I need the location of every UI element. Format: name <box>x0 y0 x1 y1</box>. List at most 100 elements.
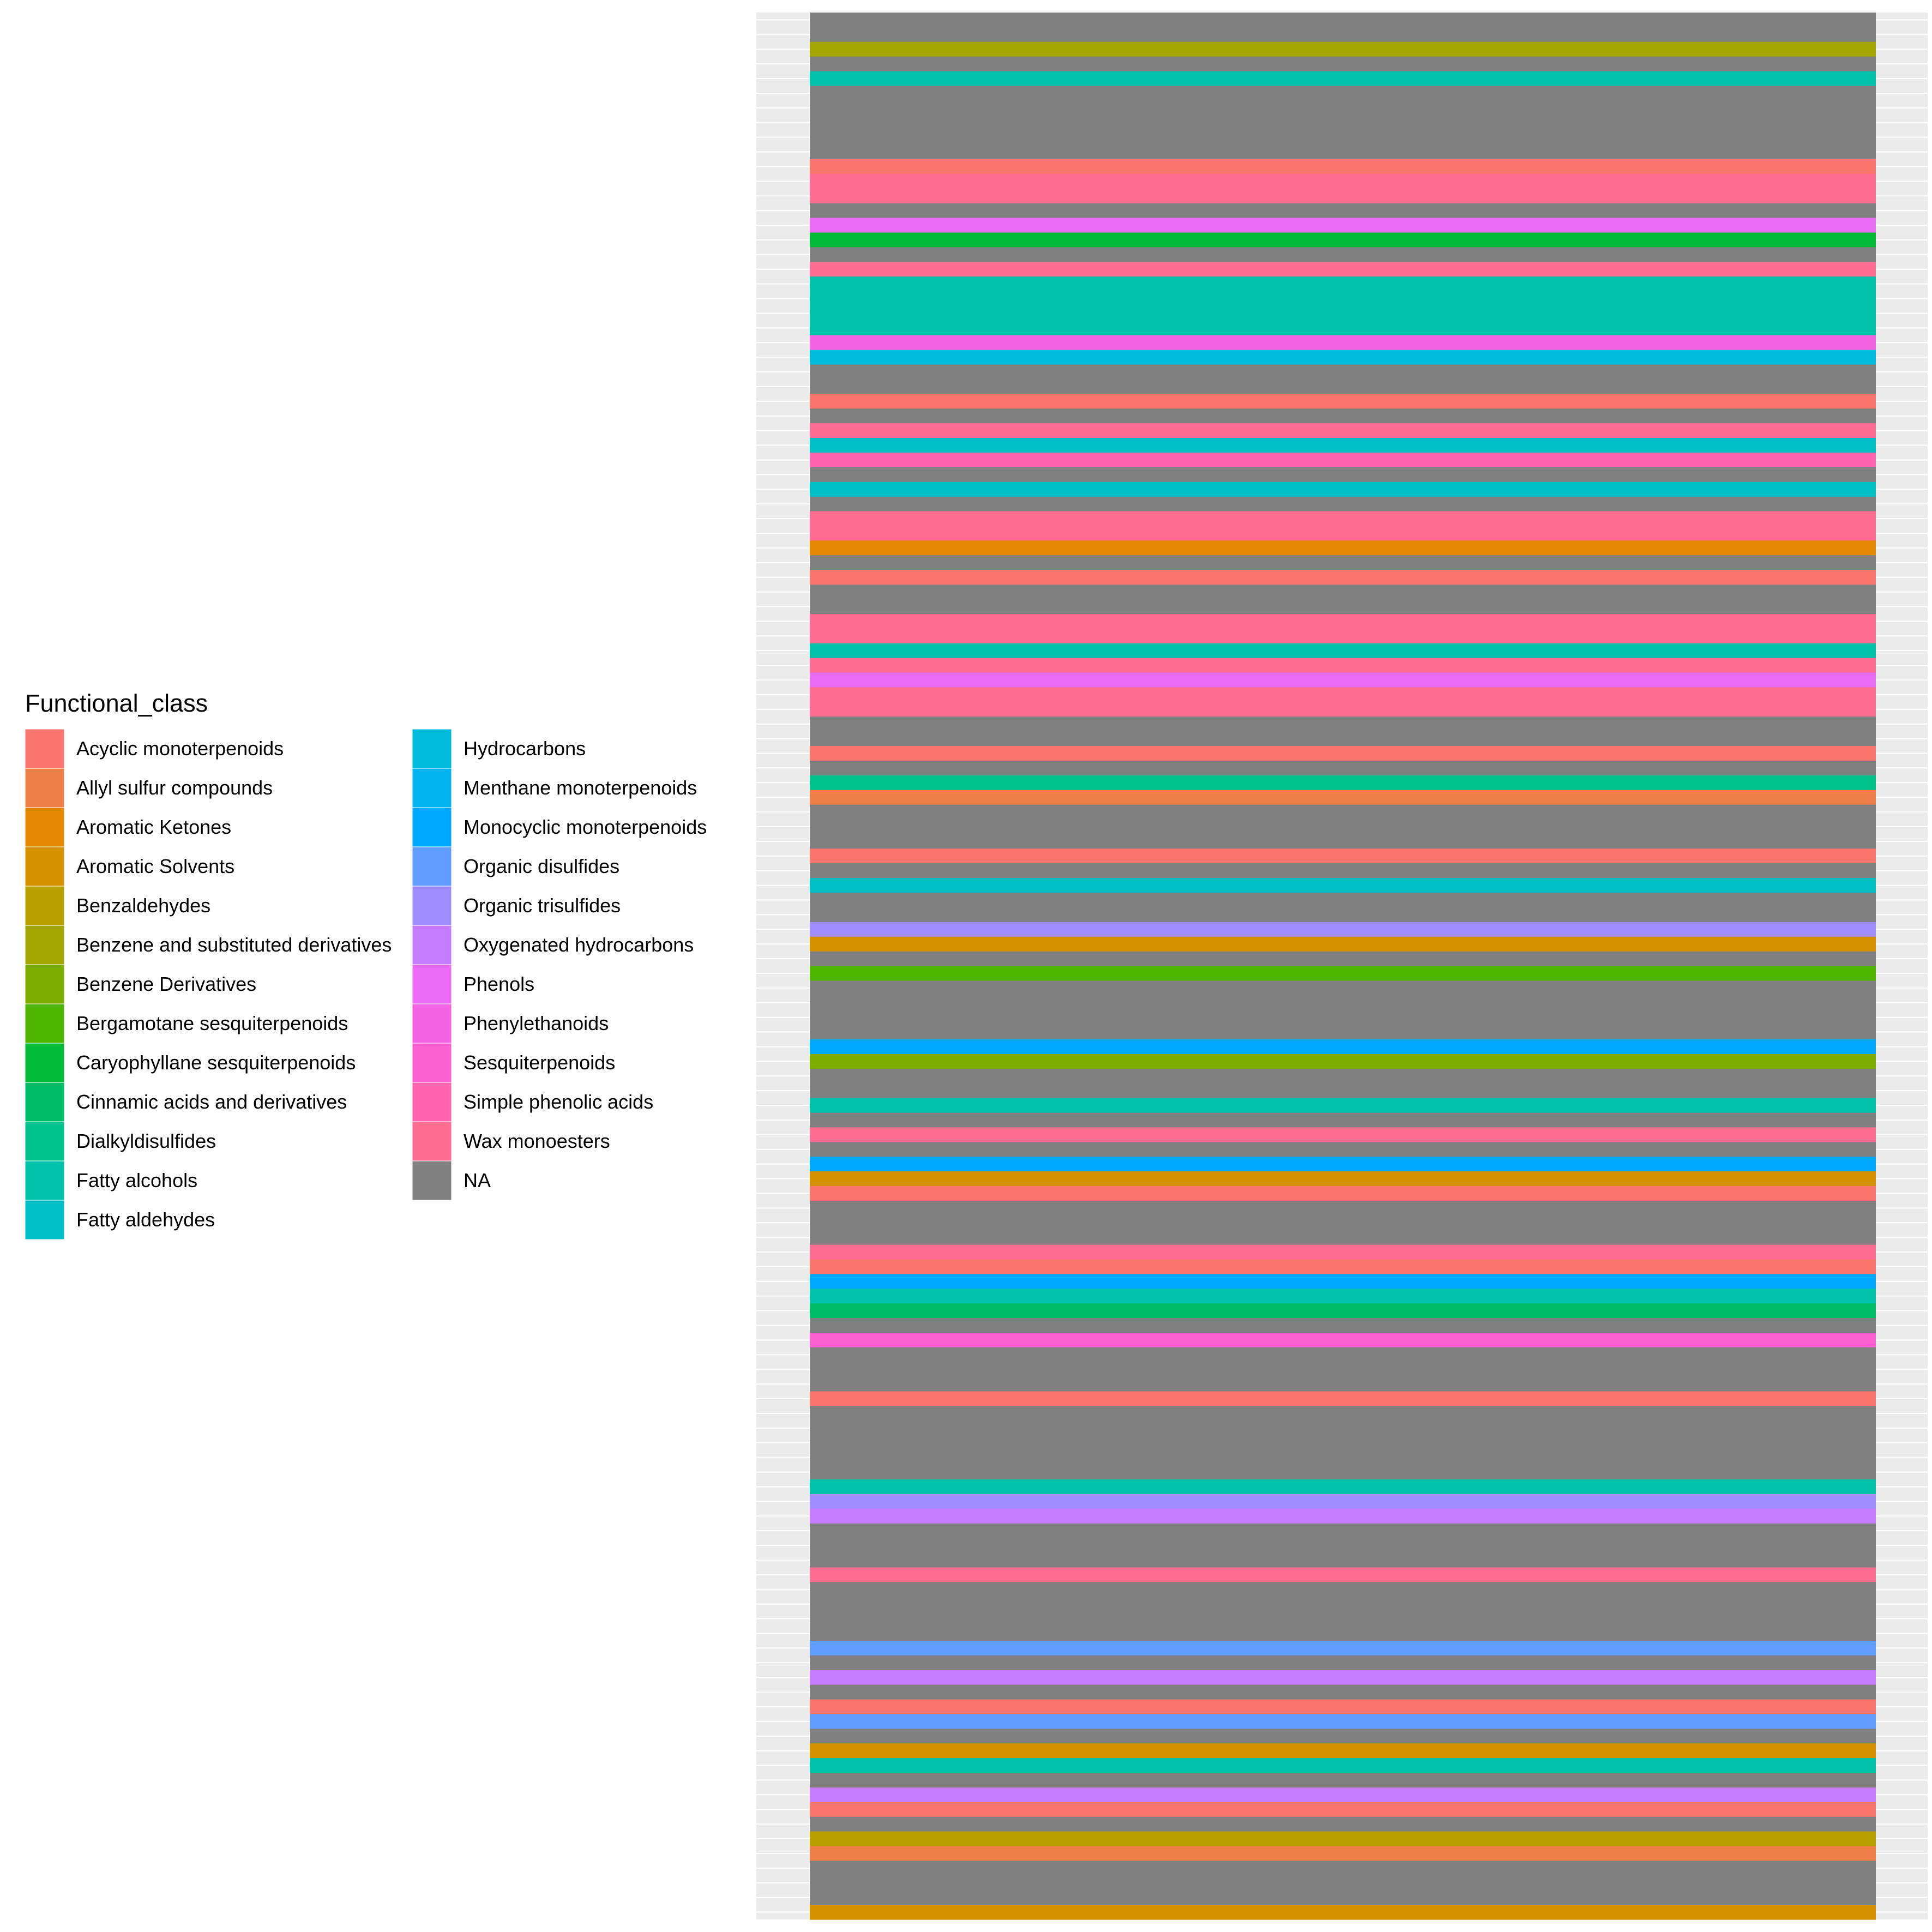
legend-label: Benzene Derivatives <box>76 973 256 995</box>
legend-key <box>25 1082 65 1122</box>
legend-key <box>25 1043 65 1083</box>
legend-label: Aromatic Ketones <box>76 816 231 838</box>
tile <box>810 130 1876 145</box>
legend-key <box>412 1003 452 1044</box>
legend-items: Acyclic monoterpenoids Allyl sulfur compo… <box>25 729 707 1240</box>
tile <box>810 1758 1876 1773</box>
tile <box>810 1538 1876 1554</box>
tile <box>810 526 1876 541</box>
tile <box>810 364 1876 380</box>
tile <box>810 1846 1876 1861</box>
legend-label: Organic disulfides <box>464 855 619 877</box>
tile <box>810 350 1876 365</box>
tile <box>810 188 1876 204</box>
tile <box>810 1816 1876 1832</box>
tile <box>810 672 1876 688</box>
tile <box>810 1567 1876 1582</box>
tile <box>810 1215 1876 1231</box>
legend-label: Fatty aldehydes <box>76 1208 215 1231</box>
tile <box>810 1157 1876 1172</box>
tile <box>810 335 1876 351</box>
legend: Functional_class Acyclic monoterpenoidsA… <box>25 689 707 1240</box>
tile <box>810 1112 1876 1128</box>
legend-item: Monocyclic monoterpenoids <box>412 807 707 847</box>
legend-item: Allyl sulfur compounds <box>25 768 273 808</box>
tile <box>810 1010 1876 1025</box>
tile <box>810 878 1876 893</box>
tile <box>810 1171 1876 1187</box>
tile <box>810 790 1876 805</box>
tile <box>810 1684 1876 1700</box>
legend-item: Wax monoesters <box>412 1121 610 1161</box>
tile <box>810 1479 1876 1495</box>
tile <box>810 159 1876 174</box>
legend-label: Aromatic Solvents <box>76 855 234 877</box>
legend-label: Organic trisulfides <box>464 894 621 917</box>
legend-key <box>25 1121 65 1161</box>
tile <box>810 1127 1876 1142</box>
legend-label: Fatty alcohols <box>76 1169 197 1191</box>
tile <box>810 1699 1876 1714</box>
legend-key <box>25 1160 65 1201</box>
tile <box>810 1421 1876 1436</box>
tile <box>810 394 1876 409</box>
tile <box>810 1611 1876 1627</box>
tile <box>810 482 1876 497</box>
tile <box>810 1773 1876 1788</box>
tile <box>810 1450 1876 1465</box>
legend-item: Bergamotane sesquiterpenoids <box>25 1003 348 1044</box>
legend-label: Menthane monoterpenoids <box>464 777 697 799</box>
legend-label: Phenylethanoids <box>464 1012 609 1034</box>
legend-key <box>25 886 65 926</box>
tile <box>810 760 1876 776</box>
tile <box>810 1640 1876 1656</box>
legend-item: Benzene Derivatives <box>25 964 256 1004</box>
tile <box>810 379 1876 394</box>
legend-key <box>412 1043 452 1083</box>
tile <box>810 951 1876 967</box>
tile <box>810 922 1876 937</box>
legend-key <box>25 846 65 887</box>
tile <box>810 1890 1876 1905</box>
tile <box>810 1142 1876 1157</box>
tile <box>810 1729 1876 1744</box>
tile <box>810 775 1876 791</box>
tile <box>810 1362 1876 1377</box>
legend-title: Functional_class <box>25 689 208 717</box>
legend-item: Benzaldehydes <box>25 886 210 926</box>
legend-item: Organic disulfides <box>412 846 619 887</box>
tile <box>810 41 1876 57</box>
tile <box>810 1626 1876 1641</box>
tile <box>810 1743 1876 1759</box>
tile <box>810 834 1876 849</box>
legend-key <box>412 1160 452 1201</box>
tile <box>810 438 1876 453</box>
tile <box>810 907 1876 923</box>
tile <box>810 863 1876 878</box>
legend-label: Dialkyldisulfides <box>76 1130 216 1152</box>
tile <box>810 320 1876 336</box>
legend-label: Bergamotane sesquiterpenoids <box>76 1012 348 1034</box>
tile <box>810 1259 1876 1274</box>
tile <box>810 893 1876 908</box>
tile <box>810 1406 1876 1421</box>
tile <box>810 173 1876 189</box>
tile <box>810 746 1876 761</box>
legend-label: Caryophyllane sesquiterpenoids <box>76 1051 356 1074</box>
tile <box>810 613 1876 629</box>
tile <box>810 585 1876 600</box>
tile <box>810 496 1876 512</box>
legend-label: Monocyclic monoterpenoids <box>464 816 707 838</box>
legend-label: Cinnamic acids and derivatives <box>76 1091 347 1113</box>
legend-key <box>412 729 452 769</box>
tile <box>810 643 1876 659</box>
tile <box>810 232 1876 248</box>
tile <box>810 218 1876 233</box>
legend-label: Oxygenated hydrocarbons <box>464 934 694 956</box>
legend-key <box>25 768 65 808</box>
tile <box>810 995 1876 1010</box>
tile <box>810 1905 1876 1920</box>
tile <box>810 56 1876 72</box>
tile <box>810 247 1876 262</box>
tile <box>810 1303 1876 1319</box>
